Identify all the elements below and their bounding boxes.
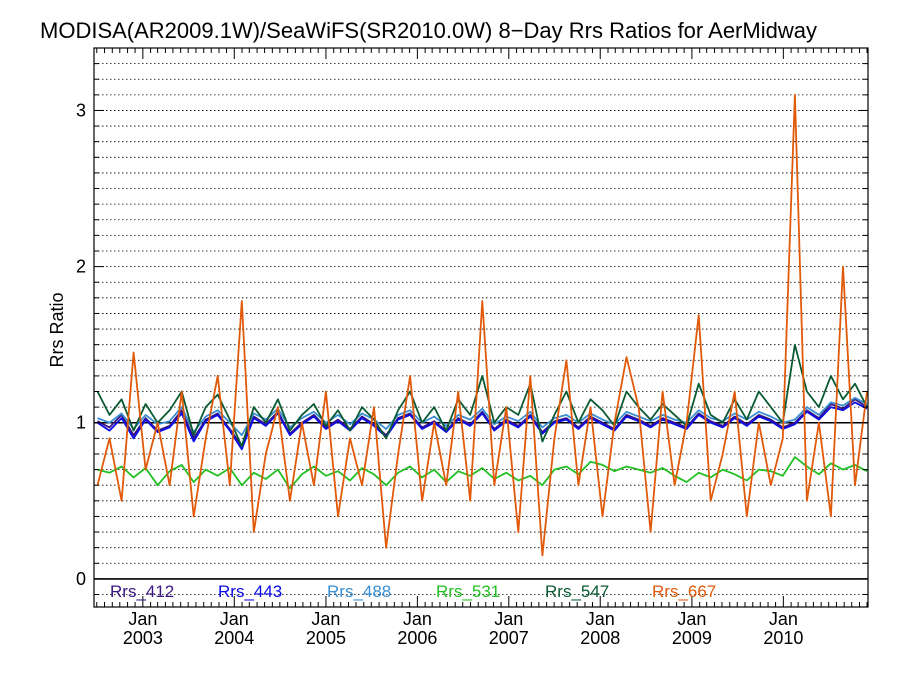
x-tick-label-year: 2003	[123, 628, 163, 648]
chart-title: MODISA(AR2009.1W)/SeaWiFS(SR2010.0W) 8−D…	[40, 18, 817, 43]
x-tick-label-year: 2009	[672, 628, 712, 648]
legend-entry-rrs-443: Rrs_443	[218, 582, 282, 601]
series-line-rrs-531	[97, 456, 868, 490]
x-tick-label-month: Jan	[403, 609, 432, 629]
legend-entry-rrs-531: Rrs_531	[436, 582, 500, 601]
legend-entry-rrs-488: Rrs_488	[327, 582, 391, 601]
x-tick-label-year: 2005	[306, 628, 346, 648]
y-tick-label: 1	[76, 413, 86, 433]
series-line-rrs-488	[97, 396, 868, 437]
x-tick-label-month: Jan	[677, 609, 706, 629]
legend-entry-rrs-667: Rrs_667	[652, 582, 716, 601]
series-line-rrs-667	[96, 93, 868, 557]
x-tick-label-month: Jan	[128, 609, 157, 629]
legend: Rrs_412 Rrs_443 Rrs_488 Rrs_531 Rrs_547 Rrs_6…	[110, 582, 716, 601]
x-tick-label-year: 2004	[214, 628, 254, 648]
series-line-rrs-443	[97, 401, 868, 451]
axes	[93, 47, 869, 608]
y-tick-label: 3	[76, 100, 86, 120]
x-tick-label-month: Jan	[311, 609, 340, 629]
x-tick-label-month: Jan	[220, 609, 249, 629]
x-tick-label-month: Jan	[494, 609, 523, 629]
x-tick-label-month: Jan	[586, 609, 615, 629]
x-tick-label-year: 2008	[580, 628, 620, 648]
x-tick-label-year: 2006	[397, 628, 437, 648]
plot-frame	[93, 47, 869, 608]
legend-entry-rrs-412: Rrs_412	[110, 582, 174, 601]
gridlines	[94, 47, 868, 595]
y-tick-labels: 0 1 2 3	[76, 100, 86, 588]
series-line-rrs-547	[96, 343, 868, 448]
x-tick-label-year: 2007	[489, 628, 529, 648]
x-tick-label-month: Jan	[769, 609, 798, 629]
series-line-rrs-412	[97, 398, 868, 448]
y-tick-label: 2	[76, 257, 86, 277]
y-tick-label: 0	[76, 569, 86, 589]
legend-entry-rrs-547: Rrs_547	[545, 582, 609, 601]
series-lines	[96, 93, 868, 557]
x-tick-label-year: 2010	[763, 628, 803, 648]
y-axis-label: Rrs Ratio	[47, 292, 67, 367]
x-tick-labels: Jan2003Jan2004Jan2005Jan2006Jan2007Jan20…	[123, 609, 804, 648]
